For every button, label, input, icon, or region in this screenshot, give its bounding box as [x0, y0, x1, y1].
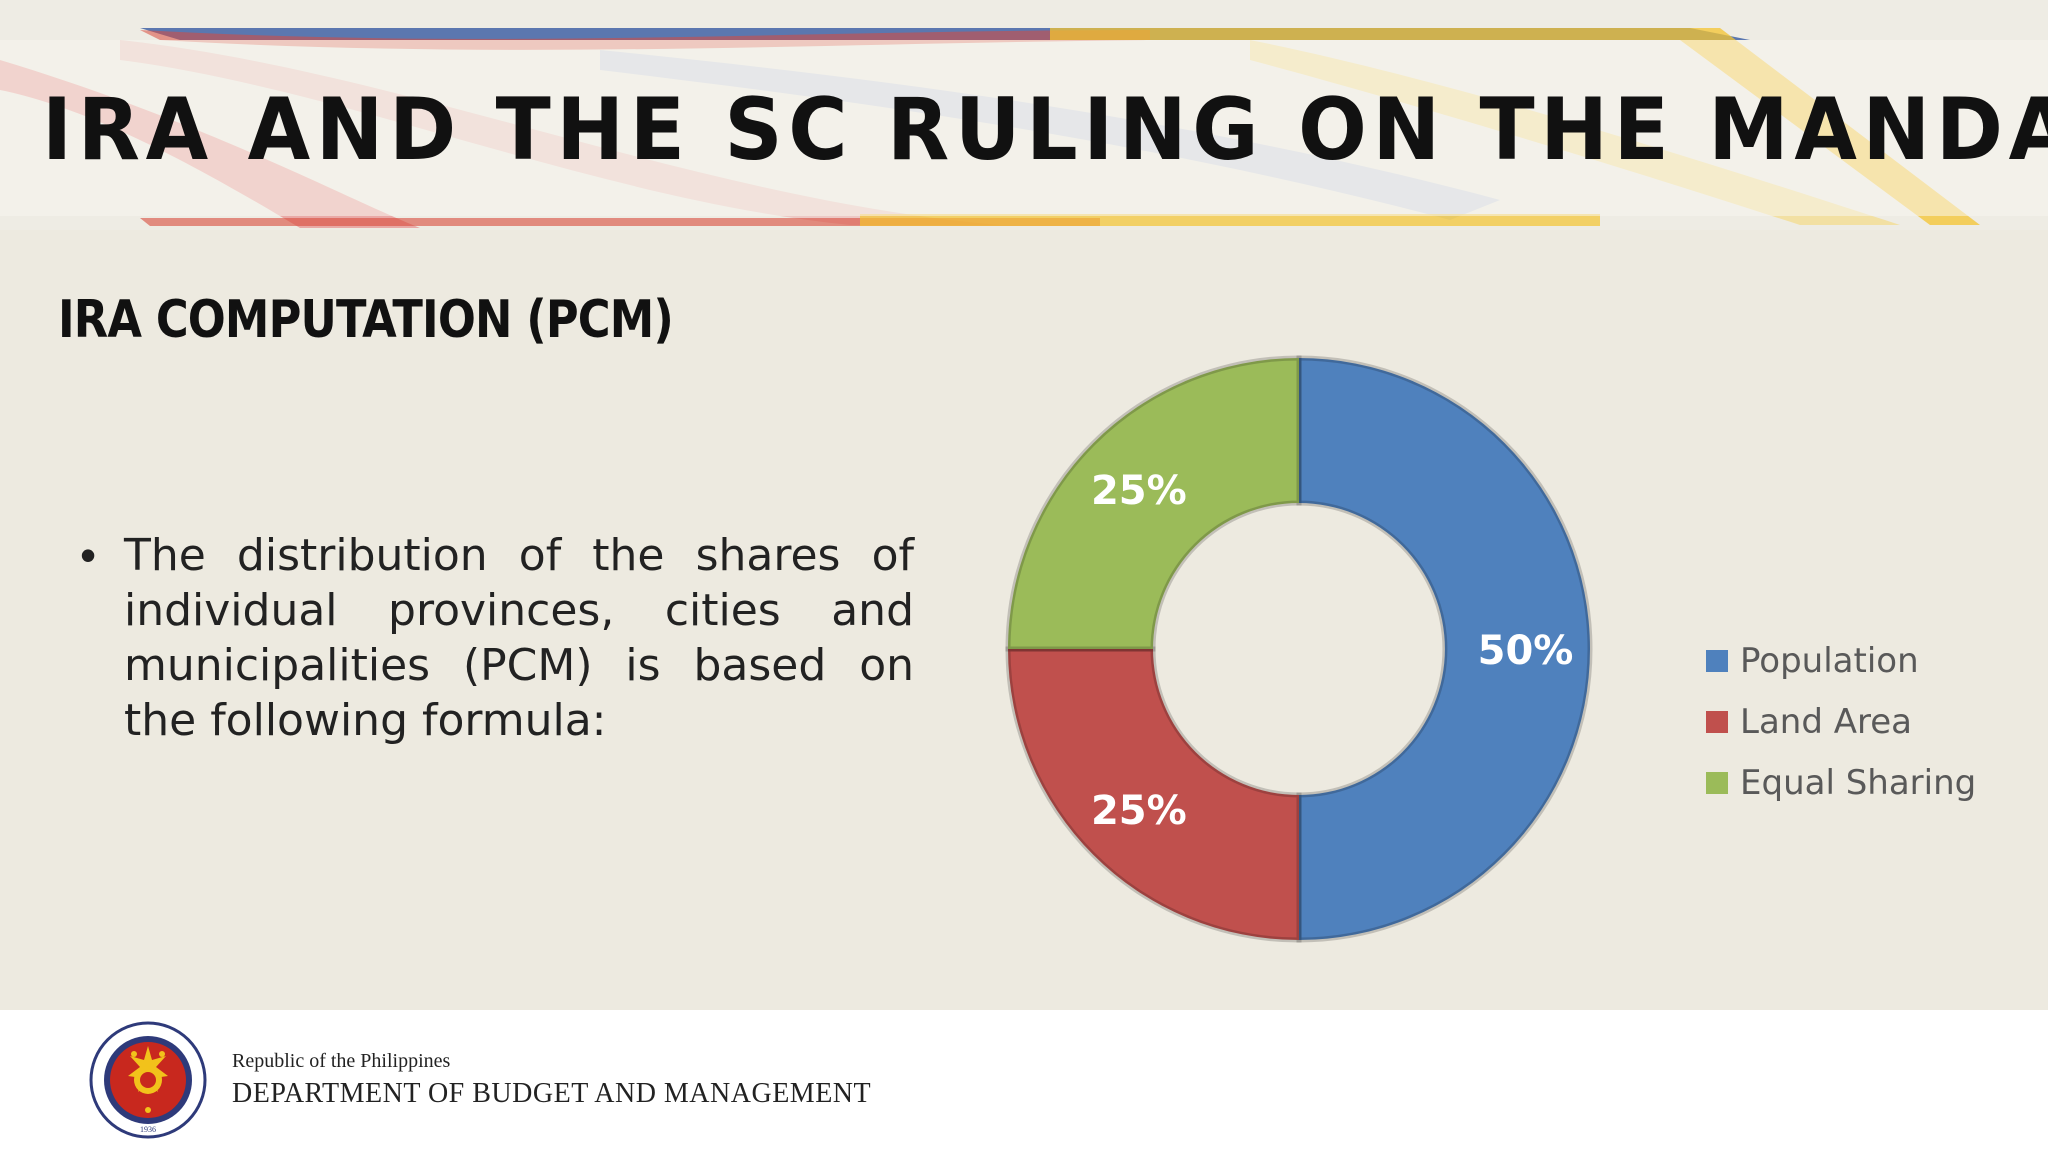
legend-label-population: Population	[1740, 640, 1919, 681]
legend-item-population: Population	[1706, 630, 1976, 691]
chart-legend: Population Land Area Equal Sharing	[1706, 630, 1976, 813]
seal-icon: 1936	[89, 1021, 207, 1139]
legend-item-land-area: Land Area	[1706, 691, 1976, 752]
legend-swatch-land-area	[1706, 710, 1728, 733]
header-banner: IRA AND THE SC RULING ON THE MANDANAS CA…	[0, 0, 2048, 230]
legend-label-land-area: Land Area	[1740, 701, 1912, 742]
footer: 1936 Republic of the Philippines DEPARTM…	[0, 1010, 2048, 1152]
section-heading: IRA COMPUTATION (PCM)	[58, 290, 674, 350]
header-decoration	[0, 0, 2048, 230]
donut-slice-population	[1296, 355, 1593, 943]
donut-slice-equal-sharing	[1005, 355, 1302, 652]
footer-republic-text: Republic of the Philippines	[232, 1050, 451, 1072]
legend-item-equal-sharing: Equal Sharing	[1706, 752, 1976, 813]
legend-label-equal-sharing: Equal Sharing	[1740, 762, 1977, 803]
data-label-population: 50%	[1478, 628, 1574, 674]
data-label-land-area: 25%	[1091, 788, 1187, 834]
bullet-icon: •	[80, 529, 97, 581]
svg-text:1936: 1936	[140, 1125, 156, 1134]
chart-svg: 50% 25% 25%	[1005, 355, 1593, 943]
footer-department-text: DEPARTMENT OF BUDGET AND MANAGEMENT	[232, 1078, 872, 1109]
legend-swatch-population	[1706, 649, 1728, 672]
data-label-equal-sharing: 25%	[1091, 468, 1187, 514]
dbm-seal-logo: 1936	[88, 1020, 208, 1145]
slide-title: IRA AND THE SC RULING ON THE MANDANAS CA…	[42, 80, 2048, 180]
doughnut-chart: 50% 25% 25%	[1005, 355, 1593, 943]
legend-swatch-equal-sharing	[1706, 771, 1728, 794]
donut-slice-land-area	[1005, 646, 1302, 943]
bullet-item-text: The distribution of the shares of indivi…	[124, 530, 914, 746]
